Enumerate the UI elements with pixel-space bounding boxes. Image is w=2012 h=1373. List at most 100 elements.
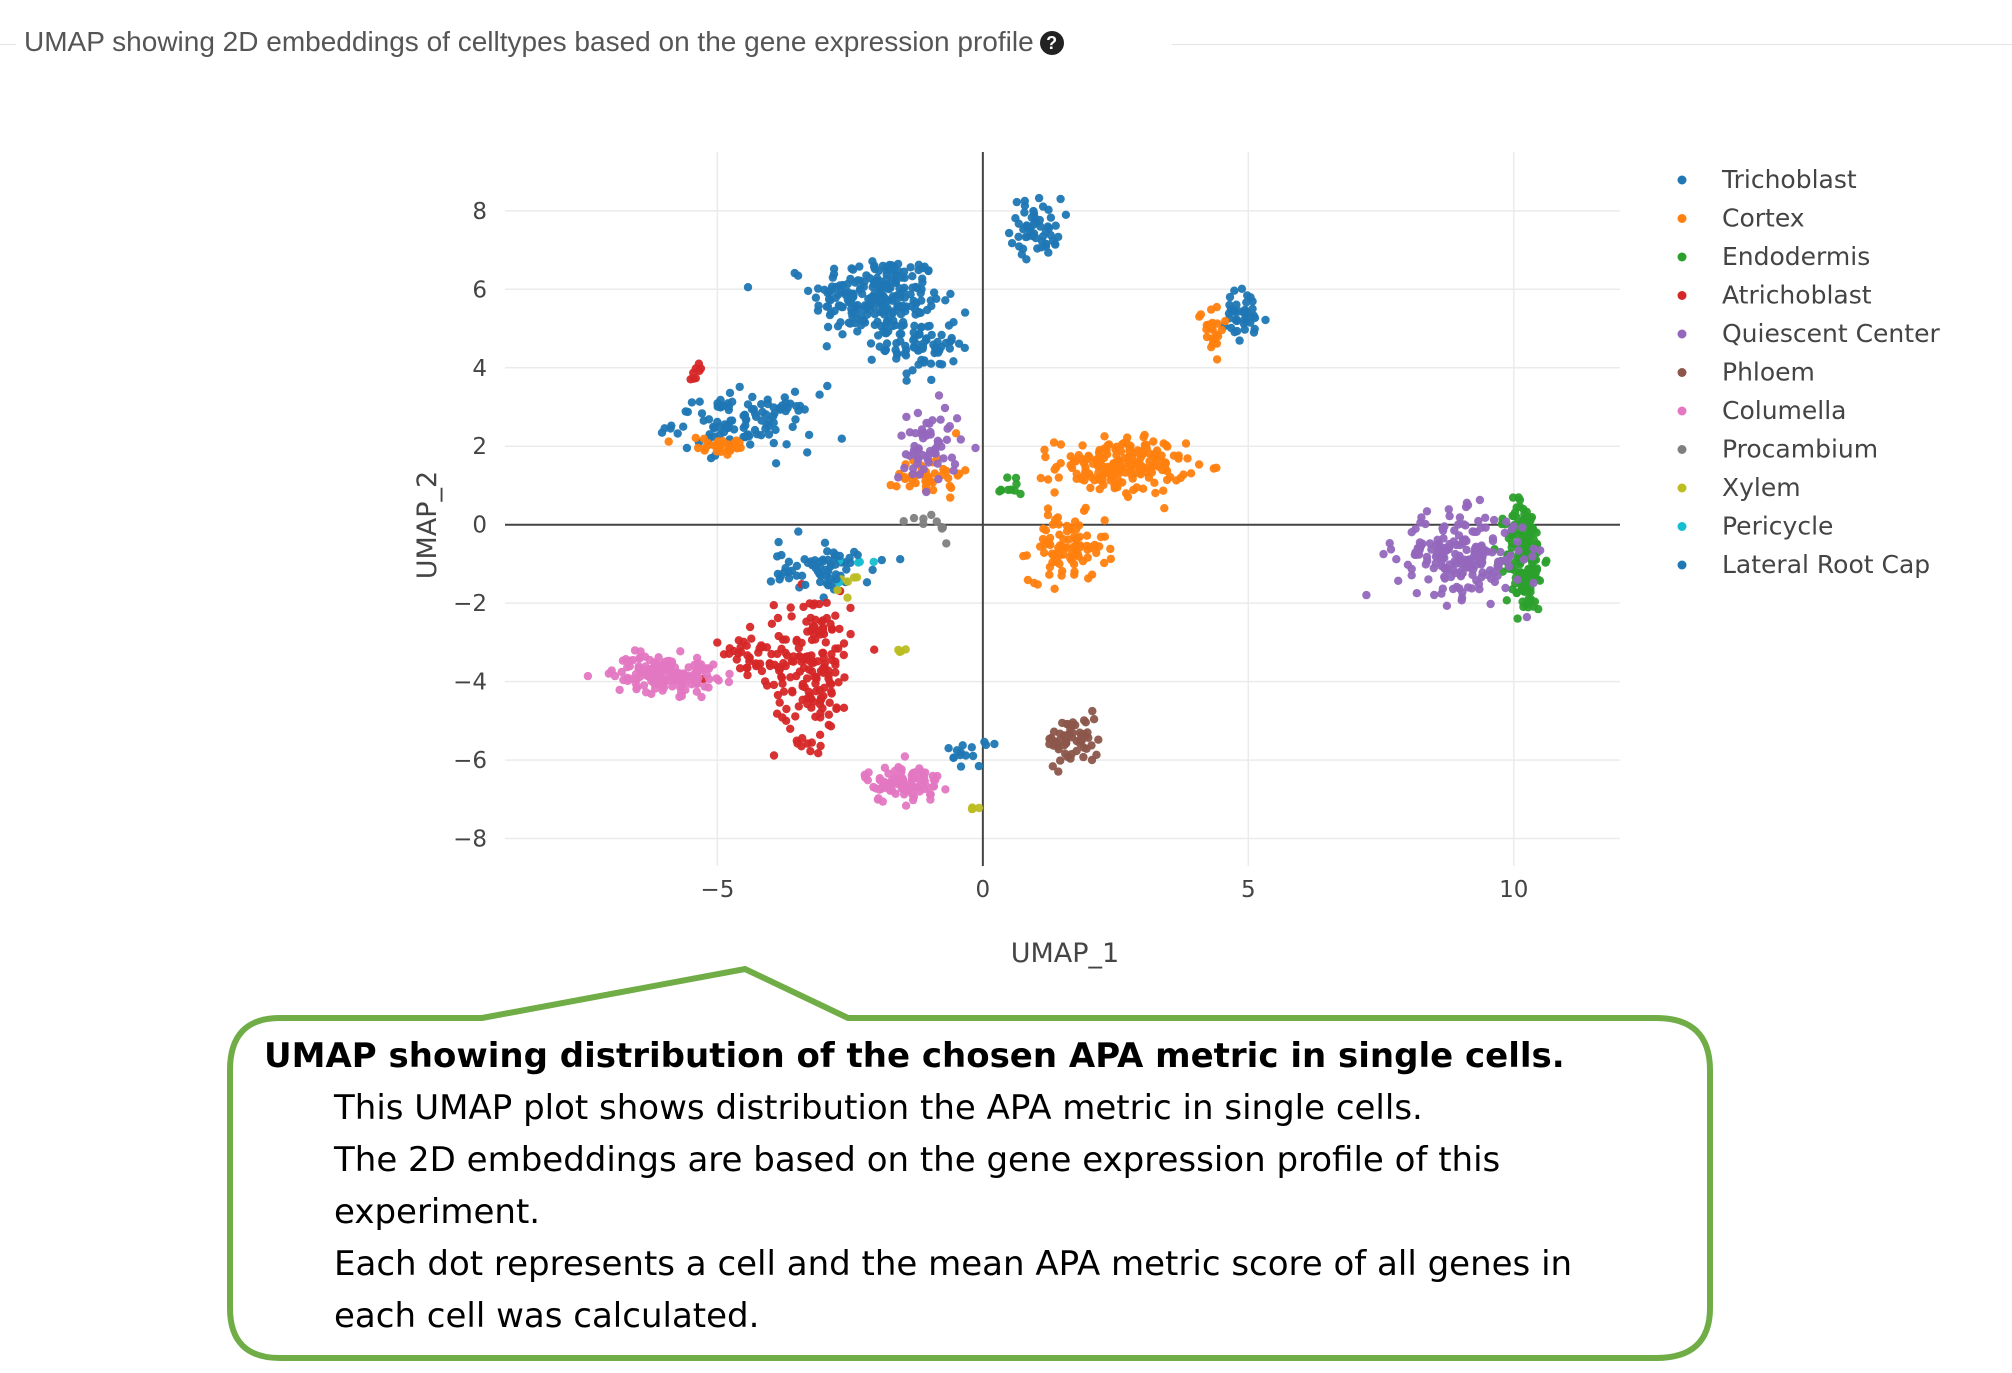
data-point [1028, 230, 1037, 240]
data-point [724, 444, 733, 454]
data-point [916, 323, 926, 332]
data-point [908, 272, 917, 281]
data-point [886, 480, 895, 490]
data-point [846, 319, 855, 328]
data-point [1046, 213, 1056, 222]
data-point [816, 577, 825, 587]
data-point [1407, 564, 1416, 574]
data-point [856, 321, 866, 330]
data-point [853, 327, 862, 336]
question-circle-icon[interactable]: ? [1039, 31, 1064, 55]
data-point [838, 330, 847, 339]
data-point [947, 453, 957, 462]
series-lateral-root-cap [774, 527, 999, 771]
legend-item[interactable]: Lateral Root Cap [1677, 550, 1931, 579]
data-point [1029, 206, 1038, 216]
data-point [714, 437, 723, 446]
data-point [769, 751, 779, 760]
data-point [1394, 576, 1403, 585]
data-point [823, 322, 833, 332]
data-point [1045, 734, 1054, 744]
data-point [1022, 551, 1031, 560]
data-point [804, 687, 813, 696]
data-point [1050, 488, 1059, 497]
data-point [1012, 197, 1021, 207]
data-point [824, 295, 834, 304]
data-point [710, 424, 719, 433]
legend-item[interactable]: Endodermis [1677, 242, 1871, 271]
data-point [881, 321, 890, 330]
header-rule-left [0, 44, 16, 45]
data-point [790, 387, 800, 396]
data-point [820, 665, 829, 675]
data-point [846, 603, 855, 613]
y-tick-label: 8 [472, 199, 487, 225]
data-point [809, 658, 818, 667]
data-point [803, 286, 813, 296]
data-point [691, 374, 700, 383]
data-point [846, 629, 855, 639]
data-point [1521, 572, 1530, 582]
data-point [1088, 706, 1097, 716]
y-tick-label: −6 [453, 748, 487, 774]
data-point [900, 273, 909, 283]
data-point [1425, 539, 1435, 548]
data-point [901, 341, 910, 351]
data-point [1074, 521, 1084, 530]
legend-item[interactable]: Quiescent Center [1677, 319, 1941, 348]
data-point [908, 283, 917, 292]
data-point [1162, 475, 1172, 485]
data-point [1430, 590, 1439, 600]
data-point [1209, 337, 1219, 346]
legend-item[interactable]: Xylem [1677, 473, 1801, 502]
data-point [1057, 542, 1066, 552]
data-point [1083, 553, 1092, 562]
legend-item[interactable]: Columella [1677, 396, 1847, 425]
data-point [1054, 551, 1064, 561]
data-point [791, 415, 800, 424]
data-point [1145, 449, 1154, 458]
data-point [907, 782, 916, 792]
legend-item[interactable]: Phloem [1677, 358, 1815, 387]
data-point [1183, 454, 1192, 463]
x-tick-label: 0 [976, 877, 991, 903]
data-point [1444, 505, 1454, 514]
data-point [765, 661, 775, 671]
data-point [815, 700, 825, 709]
data-point [816, 713, 825, 722]
legend-item[interactable]: Cortex [1677, 204, 1805, 233]
legend-item[interactable]: Procambium [1677, 435, 1879, 464]
legend-item[interactable]: Pericycle [1677, 512, 1834, 541]
legend-item[interactable]: Atrichoblast [1677, 281, 1872, 310]
data-point [645, 655, 654, 665]
data-point [696, 660, 706, 669]
data-point [878, 797, 887, 806]
data-point [911, 299, 920, 308]
series-phloem [1045, 706, 1103, 776]
data-point [1412, 589, 1422, 598]
data-point [1080, 470, 1089, 480]
data-point [822, 613, 831, 623]
data-point [908, 790, 917, 799]
section-title-text: UMAP showing 2D embeddings of celltypes … [24, 26, 1034, 57]
data-point [1442, 601, 1452, 610]
data-point [1179, 470, 1188, 479]
legend-item[interactable]: Trichoblast [1677, 165, 1857, 194]
data-point [758, 642, 767, 652]
legend[interactable]: Trichoblast Cortex Endodermis Atrichoblast Q… [1677, 165, 1941, 579]
data-point [1462, 498, 1472, 507]
data-point [1056, 756, 1065, 765]
data-point [667, 421, 676, 430]
data-point [932, 517, 941, 526]
data-point [794, 702, 803, 711]
data-point [891, 773, 900, 782]
data-point [1151, 454, 1160, 464]
data-point [724, 677, 734, 687]
data-point [880, 346, 889, 355]
data-point [1054, 473, 1064, 482]
data-point [831, 611, 840, 620]
data-point [1433, 535, 1442, 544]
data-point [743, 663, 752, 673]
data-point [926, 790, 935, 799]
